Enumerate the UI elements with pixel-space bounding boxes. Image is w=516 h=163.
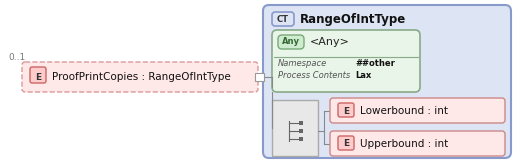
Text: <Any>: <Any> [310, 37, 350, 47]
Text: Process Contents: Process Contents [278, 72, 350, 81]
FancyBboxPatch shape [278, 35, 304, 49]
Text: Any: Any [282, 37, 300, 46]
Text: Upperbound : int: Upperbound : int [360, 139, 448, 149]
Bar [299, 137, 303, 141]
Bar [272, 100, 318, 156]
Text: E: E [343, 140, 349, 148]
Text: ProofPrintCopies : RangeOfIntType: ProofPrintCopies : RangeOfIntType [52, 72, 231, 82]
FancyBboxPatch shape [338, 103, 354, 117]
Text: Namespace: Namespace [278, 59, 327, 67]
Bar [299, 121, 303, 125]
Text: Lowerbound : int: Lowerbound : int [360, 106, 448, 116]
FancyBboxPatch shape [263, 5, 511, 158]
Text: ##other: ##other [355, 59, 395, 67]
Text: Lax: Lax [355, 72, 371, 81]
Text: CT: CT [277, 15, 289, 23]
FancyBboxPatch shape [30, 67, 46, 83]
FancyBboxPatch shape [338, 136, 354, 150]
Bar [299, 129, 303, 133]
Text: E: E [343, 106, 349, 116]
FancyBboxPatch shape [272, 12, 294, 26]
Text: RangeOfIntType: RangeOfIntType [300, 13, 406, 25]
FancyBboxPatch shape [22, 62, 258, 92]
FancyBboxPatch shape [272, 30, 420, 92]
FancyBboxPatch shape [330, 98, 505, 123]
Text: 0..1: 0..1 [8, 53, 25, 62]
Text: E: E [35, 73, 41, 82]
Bar [255, 73, 264, 81]
FancyBboxPatch shape [330, 131, 505, 156]
